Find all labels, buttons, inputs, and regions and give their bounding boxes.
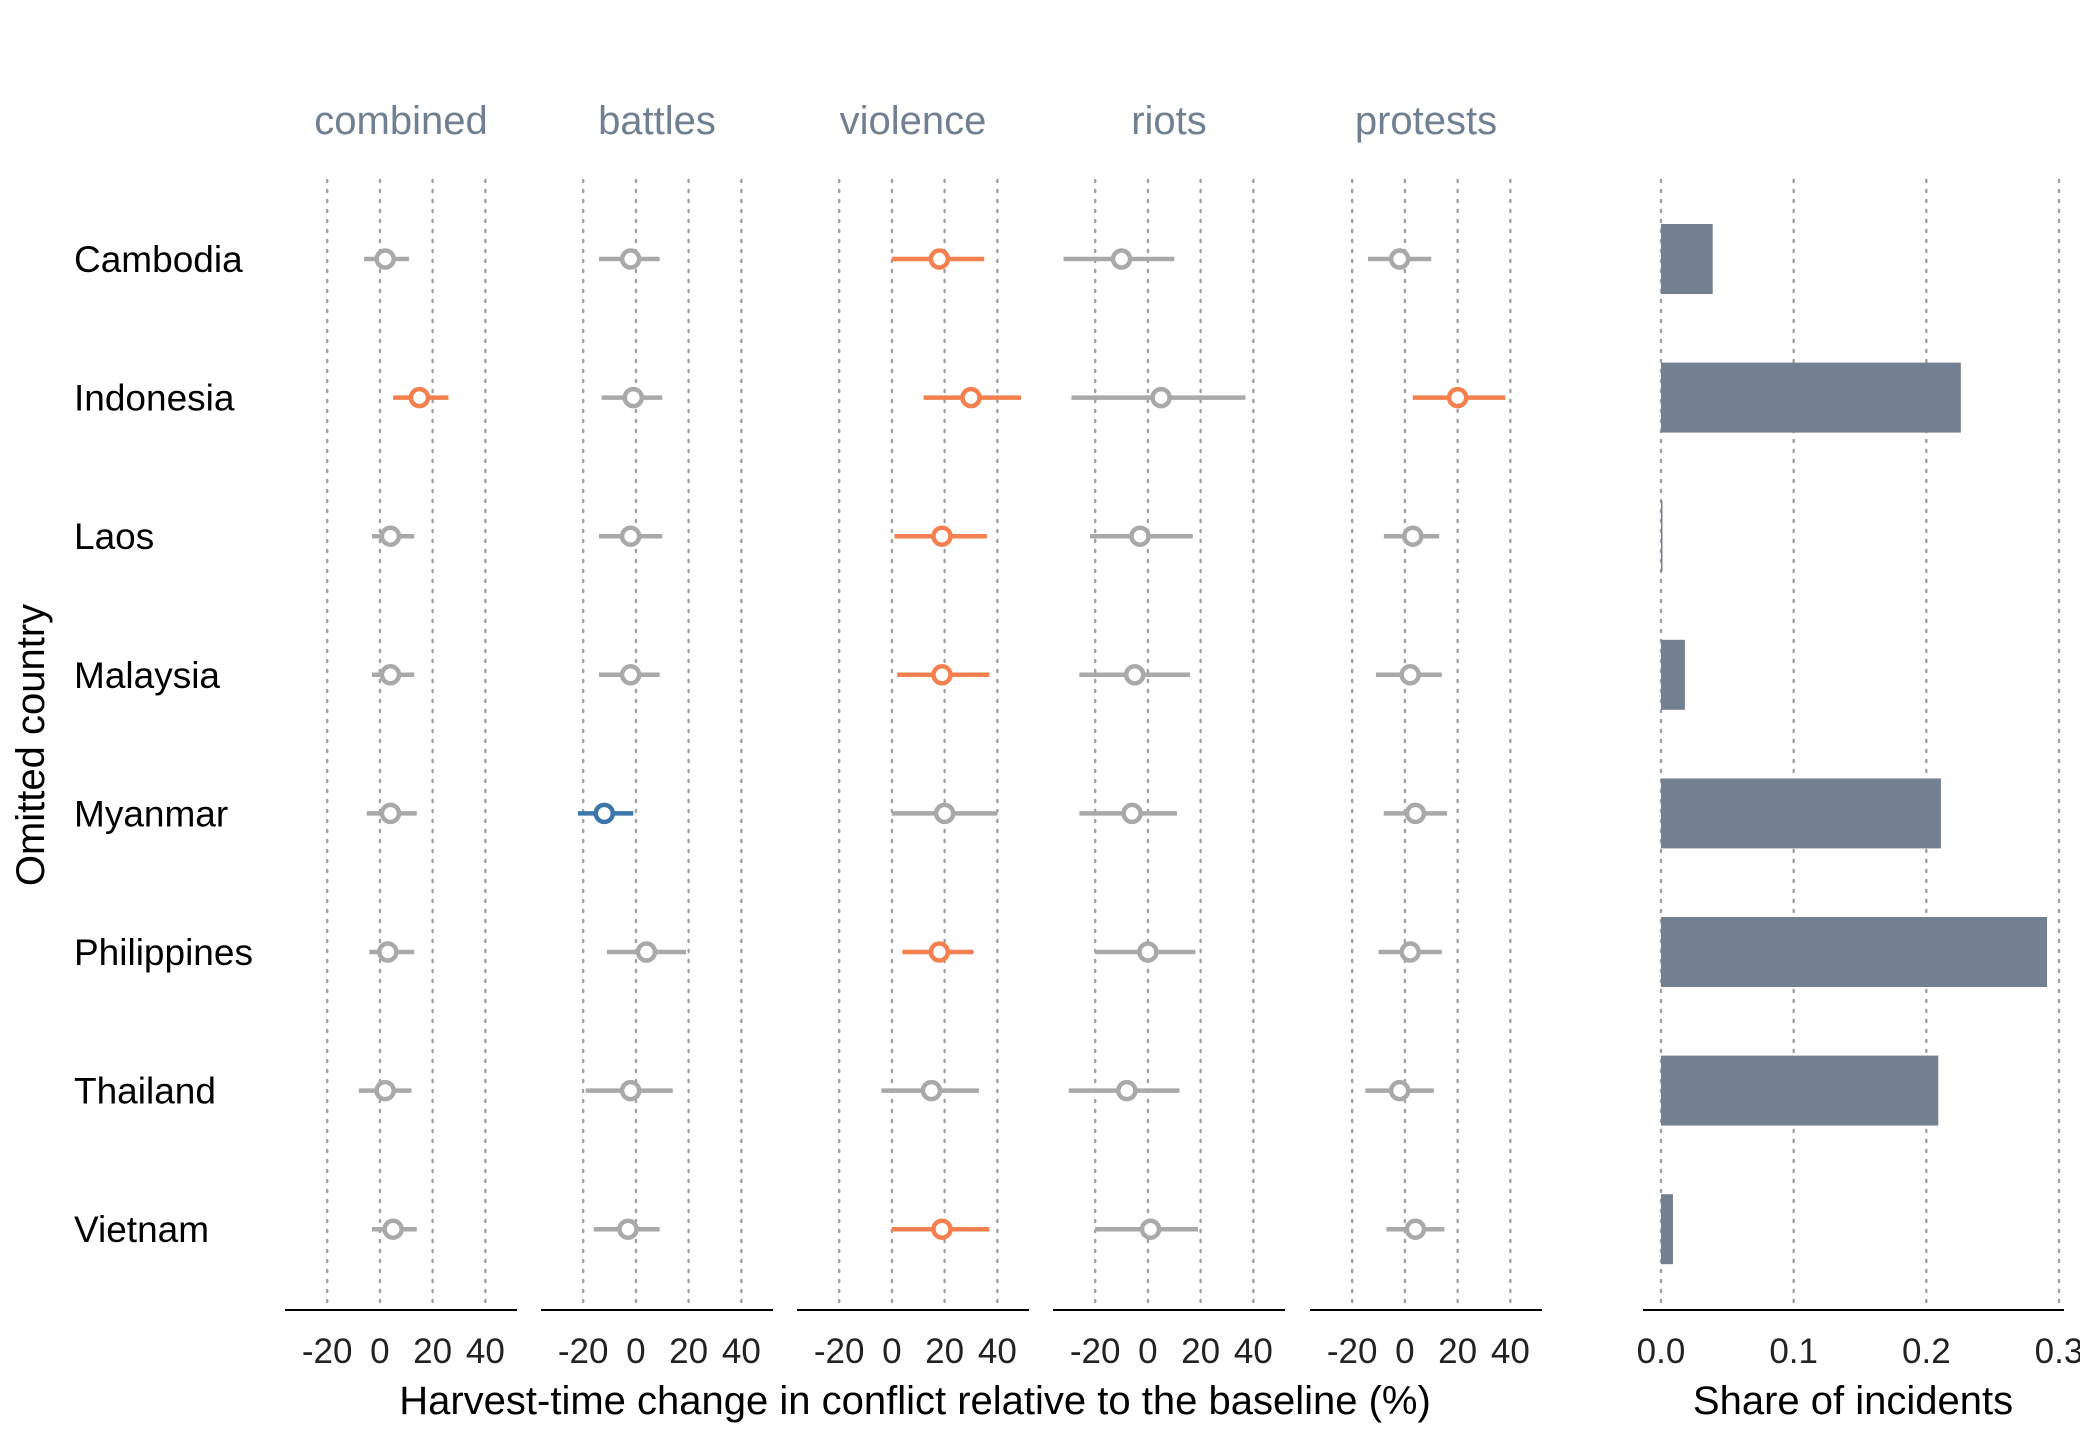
tick-label-share-2: 0.2	[1902, 1332, 1951, 1371]
bar-philippines	[1661, 917, 2048, 987]
bar-myanmar	[1661, 778, 1941, 849]
point-combined-cambodia	[374, 248, 396, 270]
country-label-malaysia: Malaysia	[74, 655, 220, 696]
point-protests-indonesia	[1446, 386, 1469, 409]
point-battles-vietnam	[617, 1218, 639, 1240]
country-label-vietnam: Vietnam	[74, 1209, 209, 1250]
tick-label-riots-0: -20	[1070, 1332, 1121, 1371]
marks-layer	[358, 224, 2048, 1265]
tick-label-protests-3: 40	[1491, 1332, 1530, 1371]
point-riots-myanmar	[1121, 802, 1143, 825]
point-battles-indonesia	[622, 386, 645, 409]
bar-malaysia	[1661, 639, 1685, 710]
point-riots-thailand	[1116, 1079, 1138, 1102]
point-violence-laos	[931, 525, 953, 547]
country-label-laos: Laos	[74, 516, 154, 557]
point-violence-indonesia	[960, 386, 982, 409]
text-layer: Omitted country Harvest-time change in c…	[9, 99, 2080, 1423]
point-protests-vietnam	[1404, 1218, 1427, 1240]
point-combined-myanmar	[379, 802, 402, 825]
tick-label-protests-0: -20	[1327, 1332, 1378, 1371]
tick-label-violence-1: 0	[882, 1332, 901, 1371]
point-violence-cambodia	[928, 248, 951, 270]
y-axis-title: Omitted country	[9, 604, 53, 886]
tick-label-riots-2: 20	[1181, 1332, 1220, 1371]
panel-title-protests: protests	[1355, 99, 1497, 143]
tick-label-riots-3: 40	[1234, 1332, 1273, 1371]
point-violence-myanmar	[933, 802, 956, 825]
tick-label-violence-0: -20	[814, 1332, 865, 1371]
country-label-thailand: Thailand	[74, 1071, 216, 1112]
tick-label-violence-2: 20	[925, 1332, 964, 1371]
point-battles-philippines	[635, 941, 658, 963]
point-combined-thailand	[374, 1079, 396, 1102]
point-violence-philippines	[928, 941, 951, 963]
tick-label-share-3: 0.3	[2035, 1332, 2080, 1371]
bar-thailand	[1661, 1055, 1939, 1126]
tick-label-protests-1: 0	[1395, 1332, 1414, 1371]
point-battles-malaysia	[619, 664, 642, 686]
tick-label-protests-2: 20	[1438, 1332, 1477, 1371]
bar-vietnam	[1661, 1194, 1673, 1265]
point-battles-laos	[619, 525, 642, 547]
tick-label-combined-0: -20	[302, 1332, 353, 1371]
tick-label-riots-1: 0	[1138, 1332, 1157, 1371]
share-x-axis-title: Share of incidents	[1693, 1379, 2013, 1423]
point-protests-malaysia	[1399, 664, 1421, 686]
panel-title-combined: combined	[314, 99, 487, 143]
panel-title-riots: riots	[1131, 99, 1207, 143]
point-combined-malaysia	[379, 664, 402, 686]
tick-label-battles-1: 0	[626, 1332, 645, 1371]
tick-label-battles-3: 40	[722, 1332, 761, 1371]
point-battles-myanmar	[593, 802, 616, 825]
point-riots-laos	[1129, 525, 1151, 547]
country-label-cambodia: Cambodia	[74, 239, 243, 280]
panel-title-battles: battles	[598, 99, 716, 143]
point-combined-vietnam	[382, 1218, 404, 1240]
panel-title-violence: violence	[840, 99, 987, 143]
point-riots-indonesia	[1150, 386, 1172, 409]
point-protests-myanmar	[1404, 802, 1427, 825]
tick-label-combined-2: 20	[413, 1332, 452, 1371]
point-riots-cambodia	[1110, 248, 1133, 270]
country-label-indonesia: Indonesia	[74, 378, 235, 419]
point-battles-cambodia	[619, 248, 642, 270]
tick-label-violence-3: 40	[978, 1332, 1017, 1371]
tick-label-battles-2: 20	[669, 1332, 708, 1371]
point-riots-vietnam	[1139, 1218, 1162, 1240]
point-combined-laos	[379, 525, 402, 547]
point-protests-thailand	[1388, 1079, 1411, 1102]
point-violence-malaysia	[931, 664, 953, 686]
bar-indonesia	[1661, 362, 1961, 433]
tick-label-share-1: 0.1	[1769, 1332, 1818, 1371]
point-violence-thailand	[920, 1079, 943, 1102]
grid-layer	[325, 178, 2061, 1307]
point-combined-philippines	[377, 941, 399, 963]
point-battles-thailand	[619, 1079, 642, 1102]
point-violence-vietnam	[931, 1218, 953, 1240]
country-label-myanmar: Myanmar	[74, 793, 228, 834]
effect-x-axis-title: Harvest-time change in conflict relative…	[399, 1379, 1431, 1423]
tick-label-combined-3: 40	[466, 1332, 505, 1371]
tick-label-combined-1: 0	[370, 1332, 389, 1371]
tick-label-share-0: 0.0	[1637, 1332, 1686, 1371]
country-label-philippines: Philippines	[74, 932, 253, 973]
point-riots-philippines	[1137, 941, 1159, 963]
point-riots-malaysia	[1123, 664, 1146, 686]
point-protests-philippines	[1399, 941, 1421, 963]
point-combined-indonesia	[408, 386, 431, 409]
bar-laos	[1661, 501, 1663, 572]
bar-cambodia	[1661, 224, 1713, 294]
tick-label-battles-0: -20	[558, 1332, 609, 1371]
point-protests-laos	[1402, 525, 1424, 547]
point-protests-cambodia	[1388, 248, 1411, 270]
